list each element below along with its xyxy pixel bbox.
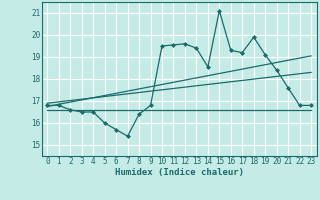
X-axis label: Humidex (Indice chaleur): Humidex (Indice chaleur) <box>115 168 244 177</box>
